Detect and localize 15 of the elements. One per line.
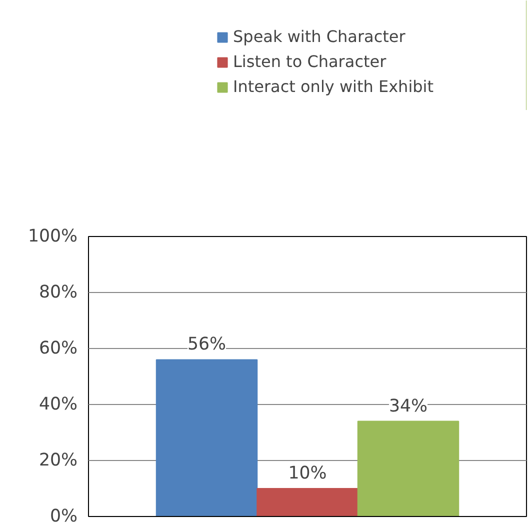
legend-label: Interact only with Exhibit — [233, 77, 434, 96]
legend-label: Speak with Character — [233, 27, 406, 46]
y-tick-label: 20% — [38, 450, 78, 470]
y-tick-label: 100% — [28, 226, 78, 246]
text: 34% — [388, 396, 428, 416]
legend-label: Listen to Character — [233, 52, 386, 71]
y-tick-label: 80% — [38, 282, 78, 302]
text: 10% — [288, 464, 327, 484]
bar — [256, 488, 358, 516]
text: 56% — [188, 334, 226, 355]
y-tick-label: 60% — [38, 338, 78, 358]
y-tick-label: 40% — [38, 394, 78, 414]
bar — [156, 359, 258, 516]
y-tick-label: 0% — [50, 506, 78, 526]
bar — [357, 420, 460, 516]
